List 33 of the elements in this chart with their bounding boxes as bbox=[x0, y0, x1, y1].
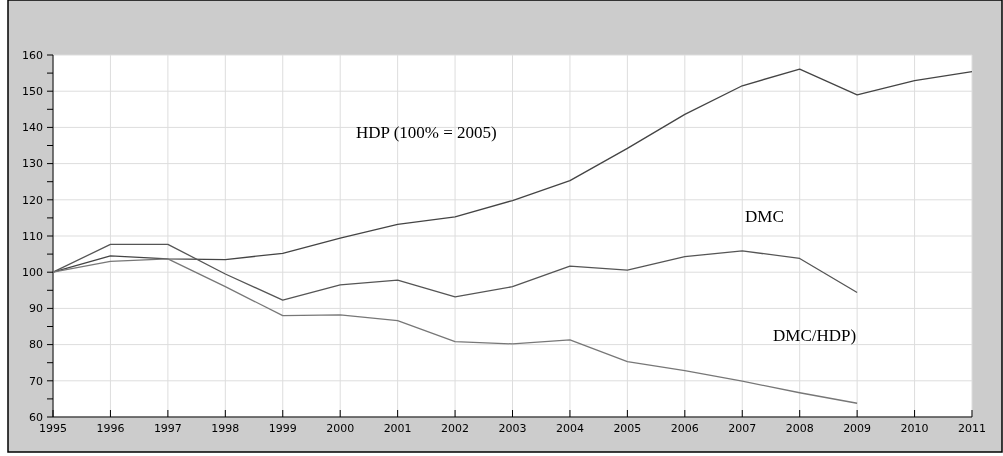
x-tick-label: 2005 bbox=[613, 422, 642, 435]
x-tick-label: 2001 bbox=[383, 422, 412, 435]
line-series bbox=[52, 243, 858, 301]
y-tick-label: 130 bbox=[22, 157, 43, 171]
x-tick-label: 2009 bbox=[843, 422, 872, 435]
x-tick-label: 2007 bbox=[728, 422, 757, 435]
y-tick-label: 70 bbox=[29, 374, 43, 388]
x-tick-label: 2006 bbox=[670, 422, 699, 435]
y-tick-label: 160 bbox=[22, 48, 43, 62]
x-tick-label: 2000 bbox=[326, 422, 355, 435]
x-tick-label: 2010 bbox=[900, 422, 929, 435]
y-tick-label: 140 bbox=[22, 121, 43, 135]
annotation: DMC/HDP) bbox=[773, 325, 857, 345]
x-tick-label: 2011 bbox=[958, 422, 986, 435]
y-tick-label: 80 bbox=[29, 338, 43, 352]
x-tick-label: 1997 bbox=[153, 422, 182, 435]
line-series bbox=[52, 258, 858, 404]
x-tick-label: 2004 bbox=[555, 422, 584, 435]
x-tick-label: 1996 bbox=[96, 422, 125, 435]
annotation: HDP (100% = 2005) bbox=[356, 122, 497, 142]
x-tick-label: 1995 bbox=[39, 422, 67, 435]
y-tick-label: 120 bbox=[22, 193, 43, 207]
x-tick-label: 1998 bbox=[211, 422, 240, 435]
y-tick-label: 150 bbox=[22, 85, 43, 99]
x-tick-label: 1999 bbox=[268, 422, 297, 435]
x-tick-label: 2003 bbox=[498, 422, 527, 435]
y-tick-label: 90 bbox=[29, 302, 43, 316]
y-tick-label: 60 bbox=[29, 410, 43, 424]
y-tick-label: 110 bbox=[22, 229, 43, 243]
x-tick-label: 2008 bbox=[785, 422, 814, 435]
annotation: DMC bbox=[745, 206, 784, 226]
y-tick-label: 100 bbox=[22, 266, 43, 280]
x-tick-label: 2002 bbox=[441, 422, 470, 435]
